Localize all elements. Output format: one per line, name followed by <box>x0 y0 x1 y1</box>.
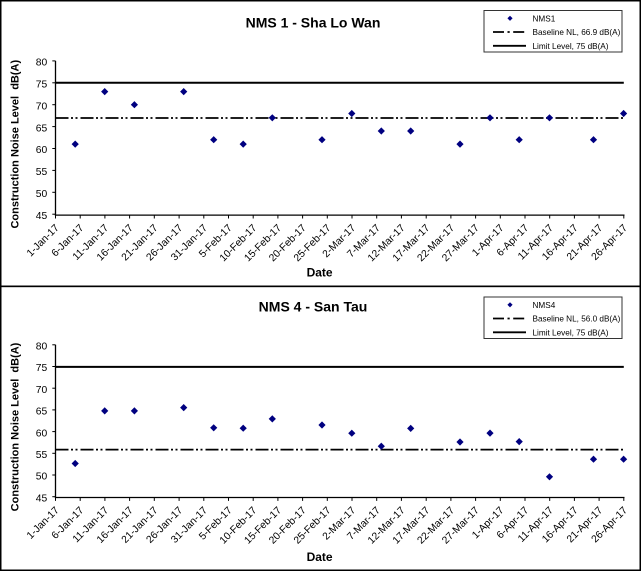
svg-text:45: 45 <box>36 493 48 504</box>
svg-text:45: 45 <box>36 211 48 222</box>
svg-text:80: 80 <box>36 58 48 69</box>
svg-text:70: 70 <box>36 385 48 396</box>
svg-text:Limit Level, 75 dB(A): Limit Level, 75 dB(A) <box>533 328 609 337</box>
svg-text:55: 55 <box>36 450 48 461</box>
svg-text:NMS 1 - Sha Lo Wan: NMS 1 - Sha Lo Wan <box>246 15 381 31</box>
svg-text:50: 50 <box>36 189 48 200</box>
svg-text:Construction Noise Level dB(A: Construction Noise Level dB(A) <box>10 60 22 229</box>
svg-text:Limit Level, 75 dB(A): Limit Level, 75 dB(A) <box>533 42 609 51</box>
svg-text:Baseline NL, 66.9 dB(A): Baseline NL, 66.9 dB(A) <box>533 28 621 37</box>
svg-text:Baseline NL, 56.0 dB(A): Baseline NL, 56.0 dB(A) <box>533 315 621 324</box>
svg-text:75: 75 <box>36 363 48 374</box>
svg-text:Date: Date <box>307 550 333 564</box>
svg-text:60: 60 <box>36 145 48 156</box>
svg-text:NMS4: NMS4 <box>533 301 556 310</box>
svg-text:75: 75 <box>36 80 48 91</box>
svg-text:NMS 4 - San Tau: NMS 4 - San Tau <box>259 298 368 314</box>
svg-text:65: 65 <box>36 123 48 134</box>
svg-text:60: 60 <box>36 428 48 439</box>
svg-text:50: 50 <box>36 472 48 483</box>
svg-text:NMS1: NMS1 <box>533 14 556 23</box>
svg-text:Date: Date <box>307 265 333 279</box>
svg-text:55: 55 <box>36 167 48 178</box>
svg-text:Construction Noise Level dB(A: Construction Noise Level dB(A) <box>10 342 22 511</box>
svg-text:80: 80 <box>36 342 48 353</box>
svg-text:65: 65 <box>36 407 48 418</box>
svg-text:70: 70 <box>36 101 48 112</box>
